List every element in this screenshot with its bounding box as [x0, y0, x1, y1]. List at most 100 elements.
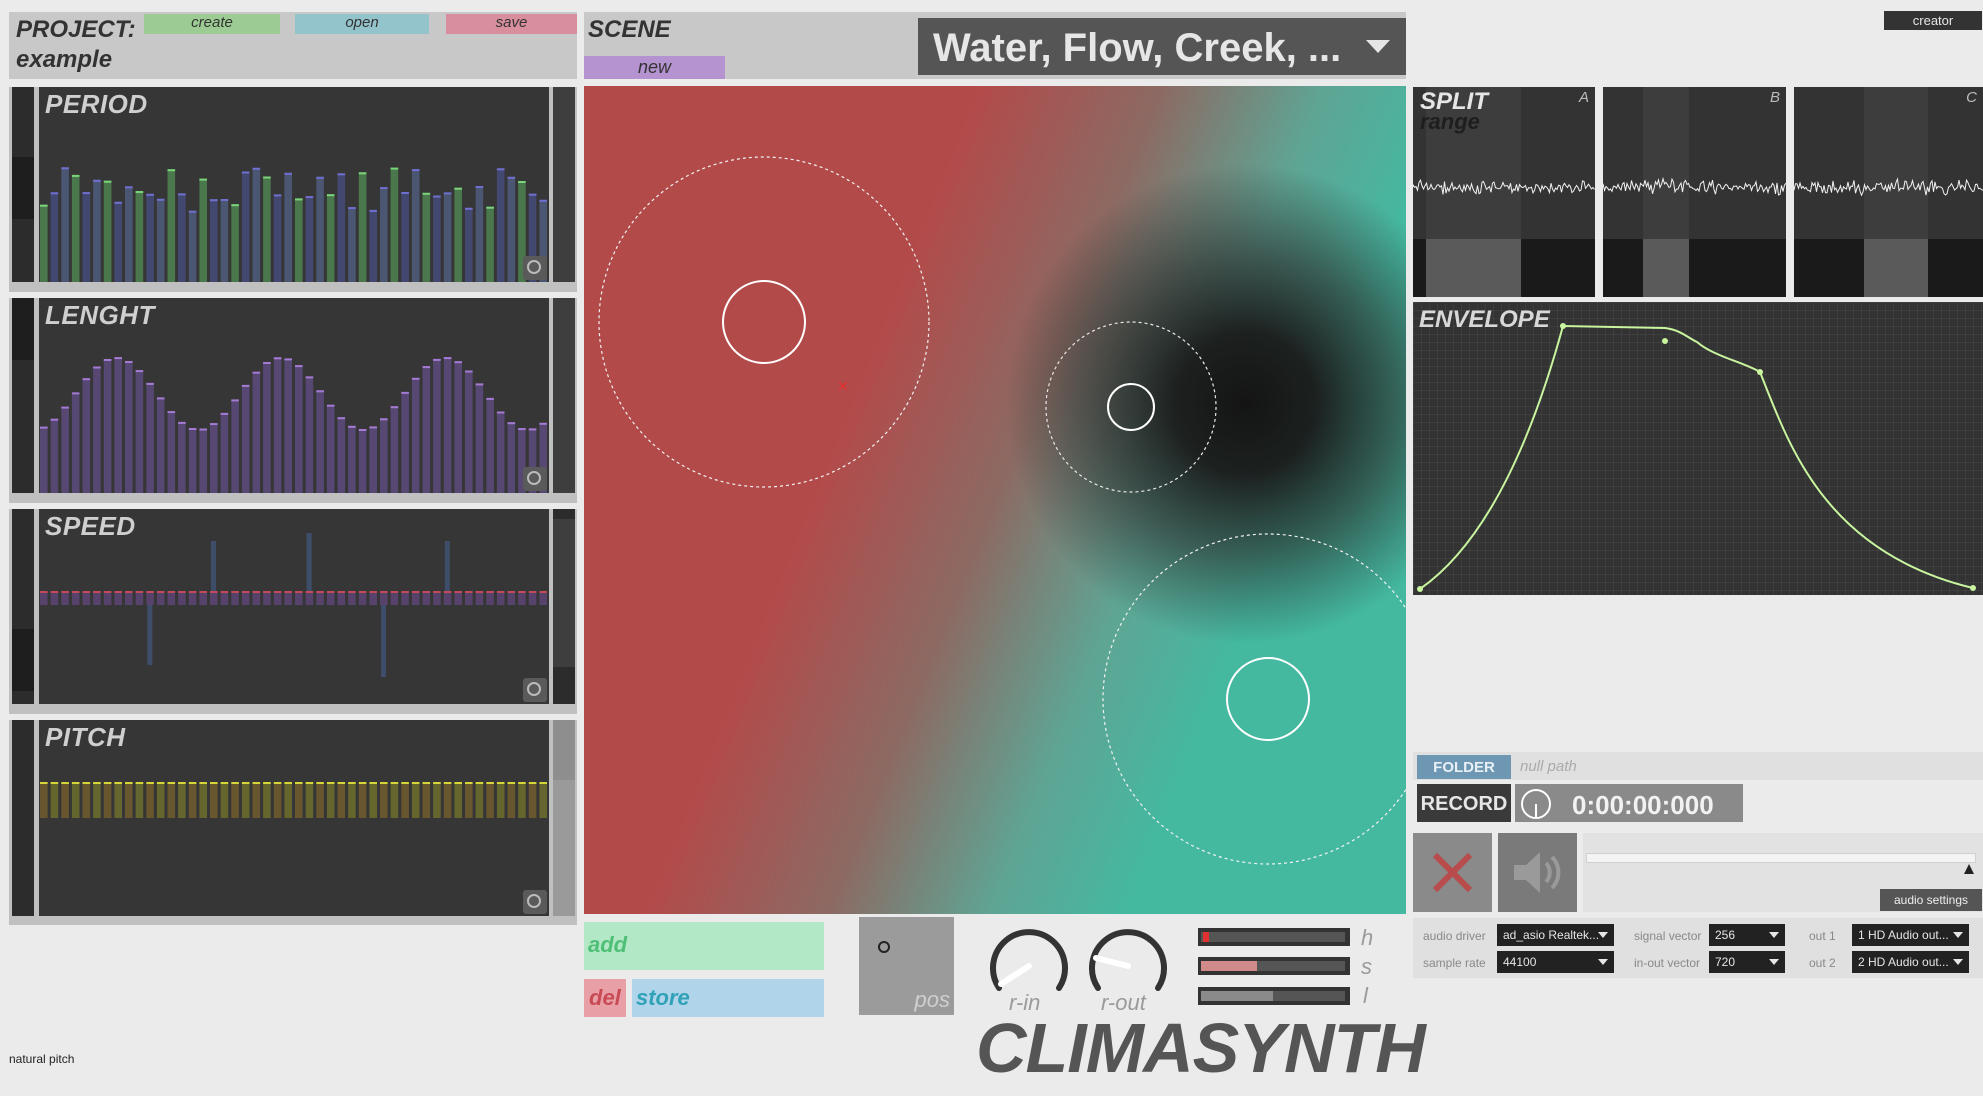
- modulator-length-graph[interactable]: LENGHT: [39, 298, 549, 493]
- modulator-pitch-left-slider[interactable]: [12, 720, 34, 916]
- split-column-c[interactable]: C: [1794, 87, 1983, 297]
- modulator-period-left-thumb[interactable]: [12, 157, 34, 219]
- open-button[interactable]: open: [295, 14, 429, 34]
- waveform-b: [1603, 176, 1786, 196]
- record-meter-icon: [1521, 789, 1551, 819]
- record-button[interactable]: RECORD: [1417, 784, 1511, 822]
- creator-button[interactable]: creator: [1884, 11, 1982, 30]
- split-range-lower-b: [1643, 239, 1689, 297]
- modulator-length-bars: [40, 357, 547, 493]
- hue-handle: [1203, 932, 1209, 942]
- modulator-speed-right-thumb[interactable]: [553, 519, 575, 667]
- out2-select[interactable]: 2 HD Audio out...: [1852, 951, 1969, 973]
- folder-path: null path: [1520, 758, 1577, 775]
- split-letter-c: C: [1966, 89, 1977, 106]
- modulator-period-title: PERIOD: [45, 89, 148, 119]
- modulator-speed-knob-icon[interactable]: [523, 678, 547, 702]
- folder-button[interactable]: FOLDER: [1417, 755, 1511, 779]
- out1-select[interactable]: 1 HD Audio out...: [1852, 924, 1969, 946]
- signal-vector-select[interactable]: 256: [1709, 924, 1785, 946]
- modulator-length: LENGHT: [9, 298, 577, 503]
- modulator-period-right-thumb[interactable]: [553, 87, 575, 282]
- modulator-speed-left-slider[interactable]: [12, 509, 34, 704]
- modulator-speed-right-slider[interactable]: [553, 509, 575, 704]
- xy-pad[interactable]: [584, 86, 1406, 914]
- stop-button[interactable]: [1413, 833, 1492, 912]
- record-time: 0:00:00:000: [1572, 790, 1714, 820]
- lightness-track: [1201, 991, 1345, 1001]
- saturation-slider[interactable]: [1198, 957, 1350, 975]
- saturation-fill: [1201, 961, 1257, 971]
- lightness-slider[interactable]: [1198, 987, 1350, 1005]
- modulator-period-graph[interactable]: PERIOD: [39, 87, 549, 282]
- app-logo: CLIMASYNTH: [976, 1009, 1426, 1087]
- modulator-speed-left-thumb[interactable]: [12, 629, 34, 691]
- modulator-pitch-right-slider[interactable]: [553, 720, 575, 916]
- project-bar: PROJECT: example create open save: [9, 12, 577, 79]
- saturation-track: [1201, 961, 1345, 971]
- modulator-length-right-thumb[interactable]: [553, 298, 575, 493]
- envelope-curve: [1417, 323, 1976, 592]
- modulator-length-right-slider[interactable]: [553, 298, 575, 493]
- project-name: example: [16, 46, 113, 73]
- volume-slider[interactable]: [1586, 853, 1976, 863]
- volume-area: audio settings: [1583, 833, 1983, 912]
- hue-track: [1201, 932, 1345, 942]
- audio-driver-select[interactable]: ad_asio Realtek...: [1497, 924, 1614, 946]
- split-column-a[interactable]: A: [1413, 87, 1595, 297]
- modulator-period-right-slider[interactable]: [553, 87, 575, 282]
- modulator-pitch-knob-icon[interactable]: [523, 890, 547, 914]
- modulator-period-bars: [40, 167, 547, 282]
- modulator-pitch-bars: [40, 782, 547, 818]
- del-button[interactable]: del: [584, 979, 626, 1017]
- pos-pad[interactable]: pos: [859, 917, 954, 1015]
- split-subtitle: range: [1420, 109, 1480, 134]
- s-label: s: [1361, 954, 1372, 979]
- store-label: store: [636, 985, 690, 1010]
- split-range-lower-c: [1864, 239, 1928, 297]
- add-label: add: [588, 932, 628, 957]
- lightness-fill: [1201, 991, 1273, 1001]
- scene-dropdown[interactable]: Water, Flow, Creek, ...: [918, 18, 1406, 75]
- sample-rate-select[interactable]: 44100: [1497, 951, 1614, 973]
- waveform-c: [1794, 177, 1983, 197]
- modulator-length-left-thumb[interactable]: [12, 298, 34, 360]
- r-in-label: r-in: [1009, 990, 1041, 1015]
- add-button[interactable]: add: [584, 922, 824, 970]
- hue-slider[interactable]: [1198, 928, 1350, 946]
- new-scene-button[interactable]: new: [584, 56, 725, 79]
- sample-rate-label: sample rate: [1423, 956, 1486, 970]
- volume-handle-icon[interactable]: [1964, 864, 1974, 874]
- audio-on-button[interactable]: [1498, 833, 1577, 912]
- signal-vector-label: signal vector: [1634, 929, 1702, 943]
- create-button[interactable]: create: [144, 14, 280, 34]
- out2-label: out 2: [1809, 956, 1836, 970]
- inout-vector-label: in-out vector: [1634, 956, 1701, 970]
- split-range-lower-a: [1426, 239, 1521, 297]
- del-label: del: [589, 985, 621, 1010]
- envelope-panel[interactable]: ENVELOPE: [1413, 302, 1983, 595]
- r-in-knob[interactable]: [984, 922, 1074, 1002]
- modulator-period-knob-icon[interactable]: [523, 256, 547, 280]
- modulator-pitch-right-thumb[interactable]: [553, 720, 575, 780]
- audio-settings-button[interactable]: audio settings: [1880, 889, 1982, 911]
- inout-vector-select[interactable]: 720: [1709, 951, 1785, 973]
- modulator-length-title: LENGHT: [45, 300, 155, 330]
- modulator-period-left-slider[interactable]: [12, 87, 34, 282]
- save-button[interactable]: save: [446, 14, 577, 34]
- audio-driver-label: audio driver: [1423, 929, 1486, 943]
- folder-label: FOLDER: [1433, 759, 1495, 776]
- r-out-knob[interactable]: [1083, 922, 1173, 1002]
- split-column-b[interactable]: B: [1603, 87, 1786, 297]
- h-label: h: [1361, 925, 1374, 950]
- split-title: SPLIT: [1420, 88, 1489, 115]
- modulator-length-left-slider[interactable]: [12, 298, 34, 493]
- modulator-speed-graph[interactable]: SPEED: [39, 509, 549, 704]
- modulator-period: PERIOD: [9, 87, 577, 292]
- pos-label: pos: [914, 987, 950, 1012]
- store-button[interactable]: store: [632, 979, 824, 1017]
- modulator-pitch-graph[interactable]: PITCH: [39, 720, 549, 916]
- record-timer: 0:00:00:000: [1515, 784, 1743, 822]
- modulator-length-knob-icon[interactable]: [523, 467, 547, 491]
- record-label: RECORD: [1420, 793, 1508, 815]
